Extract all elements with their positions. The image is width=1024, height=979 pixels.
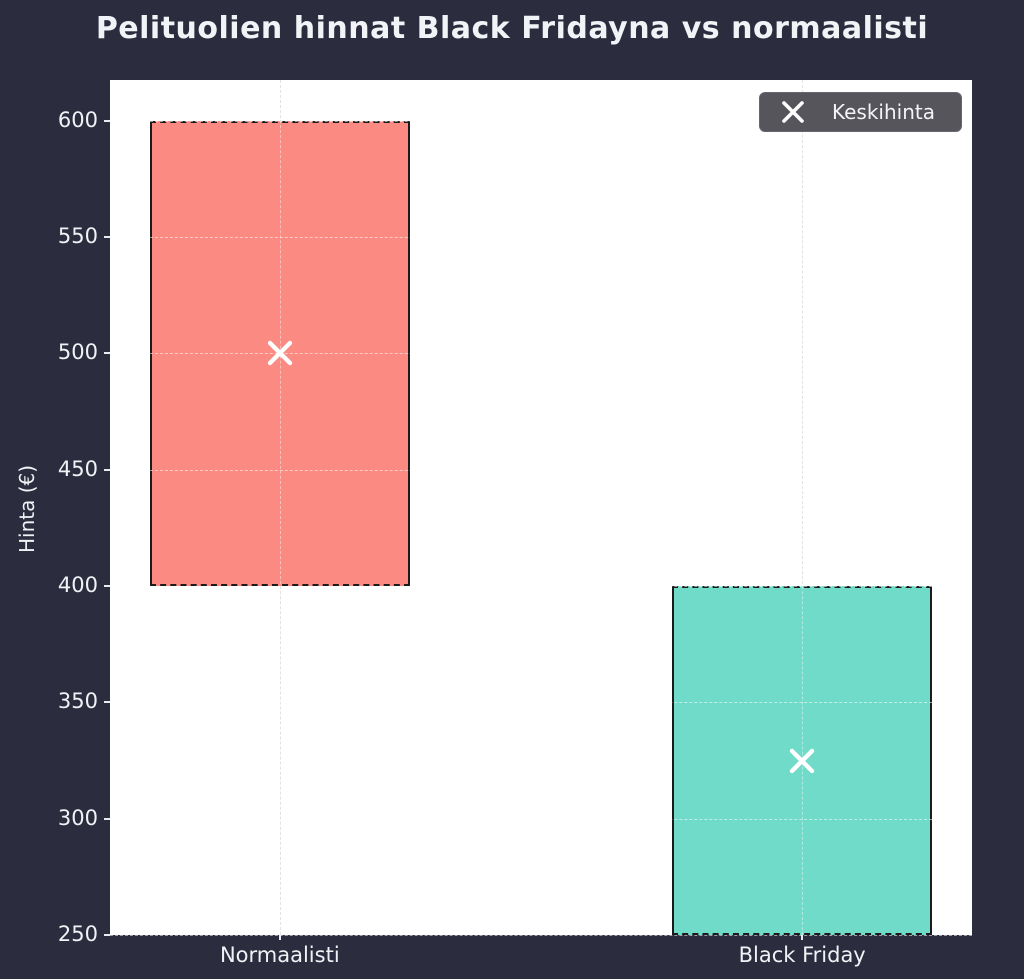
x-tick-label-black-friday: Black Friday (738, 943, 866, 967)
gridline-vertical (802, 80, 804, 935)
chart-title: Pelituolien hinnat Black Fridayna vs nor… (95, 11, 929, 46)
y-tick-mark (104, 701, 110, 704)
x-tick-label-normaalisti: Normaalisti (219, 943, 340, 967)
y-tick-mark (104, 119, 110, 122)
gridline-horizontal (110, 120, 972, 122)
gridline-vertical (279, 80, 281, 935)
gridline-horizontal (110, 237, 972, 239)
x-tick-mark (278, 935, 281, 940)
gridline-horizontal (110, 935, 972, 936)
y-tick-label: 550 (57, 224, 98, 249)
legend-label: Keskihinta (832, 100, 935, 124)
mean-marker-black-friday (789, 748, 815, 773)
y-tick-label: 250 (57, 922, 98, 946)
plot-area: Keskihinta (110, 80, 972, 936)
y-tick-mark (104, 352, 110, 355)
y-axis-label: Hinta (€) (15, 464, 39, 554)
y-tick-label: 600 (57, 107, 98, 132)
x-tick-mark (801, 935, 804, 940)
gridline-vertical (802, 80, 804, 935)
gridline-horizontal (110, 818, 972, 820)
x-marker-icon (782, 101, 804, 123)
y-tick-label: 500 (57, 340, 98, 365)
mean-marker-normaalisti (267, 341, 293, 366)
y-tick-label: 400 (57, 573, 98, 598)
y-tick-mark (104, 934, 110, 936)
y-tick-mark (104, 236, 110, 239)
y-tick-mark (104, 468, 110, 471)
gridline-horizontal (110, 469, 972, 471)
gridline-horizontal (110, 586, 972, 588)
y-tick-mark (104, 817, 110, 820)
y-tick-mark (104, 585, 110, 588)
gridline-horizontal (110, 702, 972, 704)
y-tick-label: 450 (57, 456, 98, 481)
y-tick-label: 350 (57, 689, 98, 714)
gridline-horizontal (110, 353, 972, 355)
y-tick-label: 300 (57, 805, 98, 830)
legend: Keskihinta (759, 92, 962, 132)
